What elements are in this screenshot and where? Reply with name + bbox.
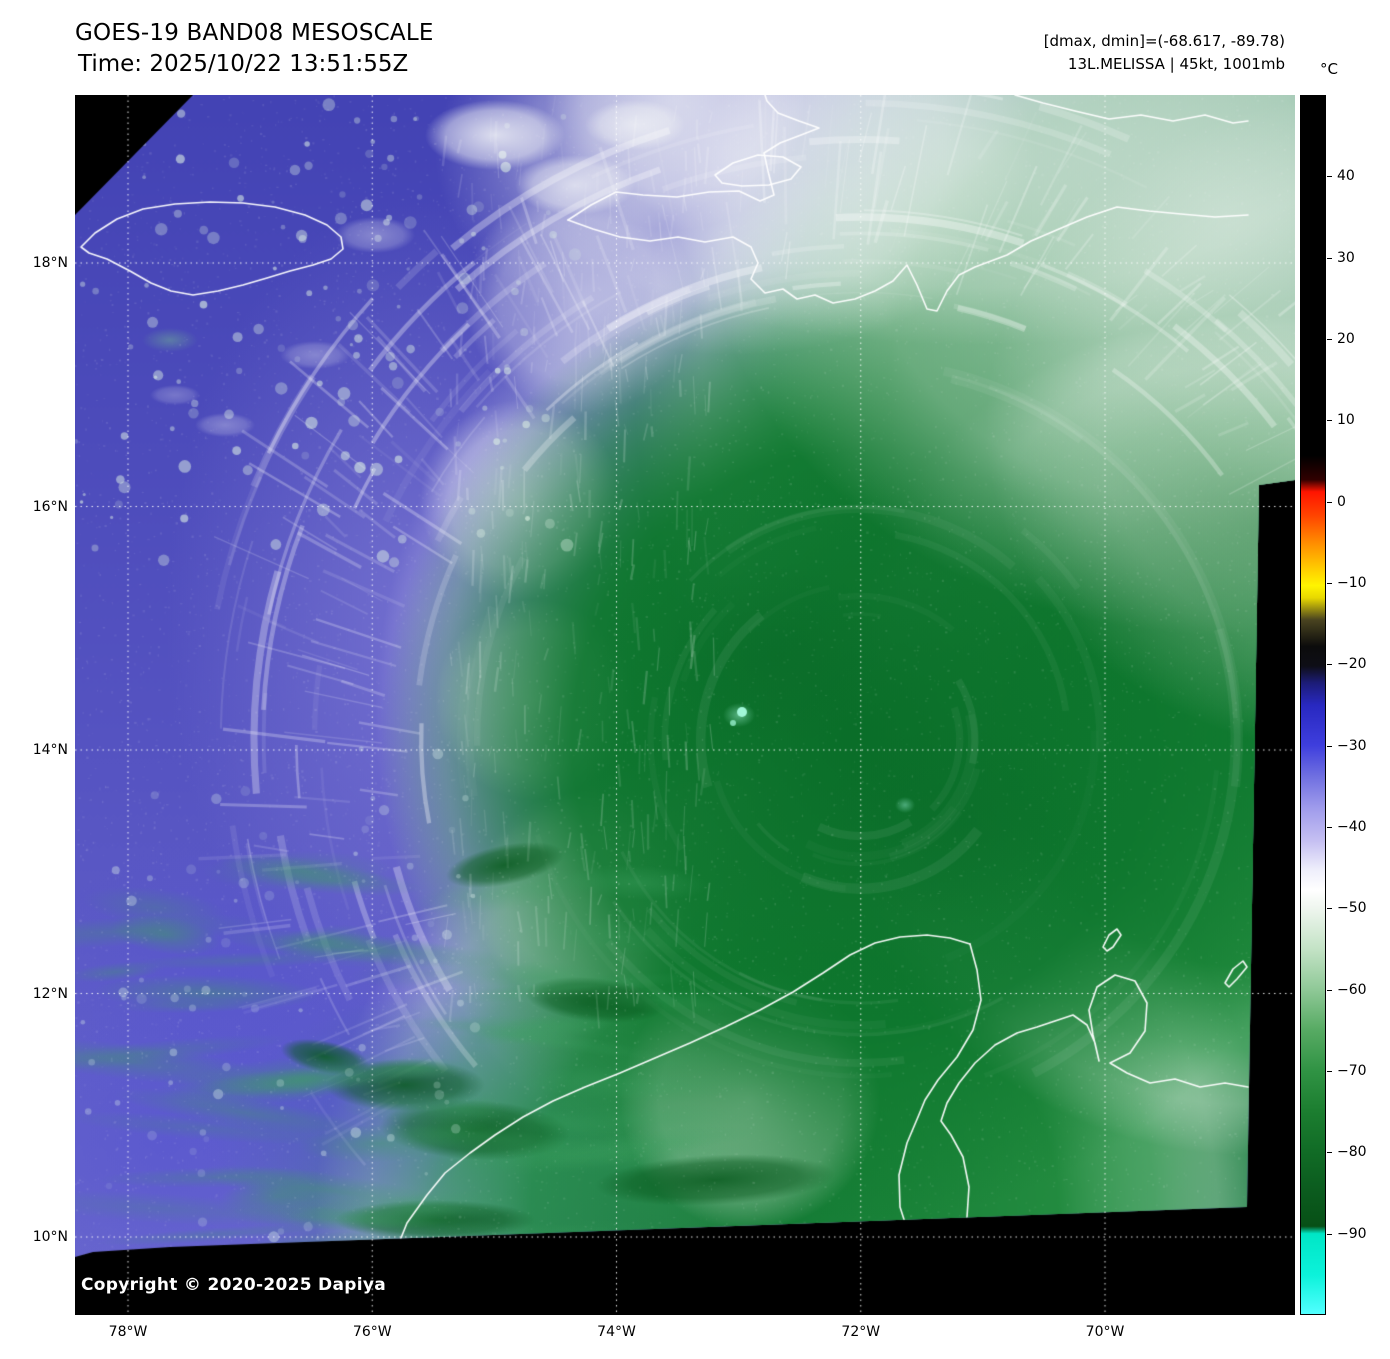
colorbar-tick-label: −80 bbox=[1337, 1144, 1367, 1161]
colorbar-tick-label: −90 bbox=[1337, 1225, 1367, 1242]
colorbar bbox=[1300, 95, 1326, 1315]
lat-tick-label: 10°N bbox=[32, 1229, 68, 1245]
satellite-image-canvas bbox=[75, 95, 1295, 1315]
lon-tick-label: 76°W bbox=[352, 1324, 392, 1340]
lon-tick-label: 72°W bbox=[841, 1324, 881, 1340]
lat-tick-label: 14°N bbox=[32, 742, 68, 758]
colorbar-tick bbox=[1327, 339, 1332, 340]
colorbar-tick-label: 20 bbox=[1337, 331, 1355, 347]
lat-tick-label: 18°N bbox=[32, 255, 68, 271]
dmax-dmin-readout: [dmax, dmin]=(-68.617, -89.78) bbox=[1043, 32, 1285, 50]
colorbar-tick-label: 30 bbox=[1337, 249, 1355, 266]
colorbar-tick-label: 0 bbox=[1337, 493, 1346, 510]
colorbar-tick-label: −60 bbox=[1337, 981, 1367, 998]
colorbar-tick bbox=[1327, 1152, 1332, 1154]
lon-tick-label: 74°W bbox=[597, 1324, 636, 1340]
lon-tick-label: 78°W bbox=[108, 1324, 148, 1340]
colorbar-tick bbox=[1327, 827, 1332, 828]
colorbar-tick bbox=[1327, 420, 1332, 422]
product-title: GOES-19 BAND08 MESOSCALE bbox=[75, 20, 434, 46]
colorbar-tick bbox=[1327, 257, 1332, 259]
colorbar-tick bbox=[1327, 664, 1332, 666]
colorbar-tick bbox=[1327, 176, 1332, 178]
colorbar-tick-label: −40 bbox=[1337, 819, 1367, 835]
colorbar-gradient bbox=[1301, 96, 1325, 1314]
colorbar-tick bbox=[1327, 1233, 1332, 1235]
colorbar-tick-label: −70 bbox=[1337, 1063, 1367, 1079]
lon-tick-label: 70°W bbox=[1085, 1324, 1125, 1340]
lat-tick-label: 16°N bbox=[32, 498, 68, 515]
colorbar-unit: °C bbox=[1320, 60, 1338, 78]
colorbar-tick bbox=[1327, 908, 1332, 910]
colorbar-tick-label: 40 bbox=[1337, 168, 1355, 185]
colorbar-tick-label: −50 bbox=[1337, 900, 1367, 917]
copyright: Copyright © 2020-2025 Dapiya bbox=[81, 1275, 386, 1295]
colorbar-tick bbox=[1327, 1071, 1332, 1072]
colorbar-tick-label: −30 bbox=[1337, 737, 1367, 754]
colorbar-tick-label: −10 bbox=[1337, 575, 1367, 591]
colorbar-tick bbox=[1327, 501, 1332, 503]
colorbar-tick bbox=[1327, 583, 1332, 584]
colorbar-tick bbox=[1327, 989, 1332, 991]
timestamp: Time: 2025/10/22 13:51:55Z bbox=[78, 51, 409, 77]
map-plot: Copyright © 2020-2025 Dapiya bbox=[75, 95, 1295, 1315]
colorbar-tick-label: −20 bbox=[1337, 656, 1367, 673]
lat-tick-label: 12°N bbox=[32, 985, 68, 1002]
colorbar-tick bbox=[1327, 745, 1332, 747]
colorbar-tick-label: 10 bbox=[1337, 412, 1355, 429]
header-right: [dmax, dmin]=(-68.617, -89.78) 13L.MELIS… bbox=[1044, 30, 1285, 76]
storm-info: 13L.MELISSA | 45kt, 1001mb bbox=[1067, 55, 1285, 73]
